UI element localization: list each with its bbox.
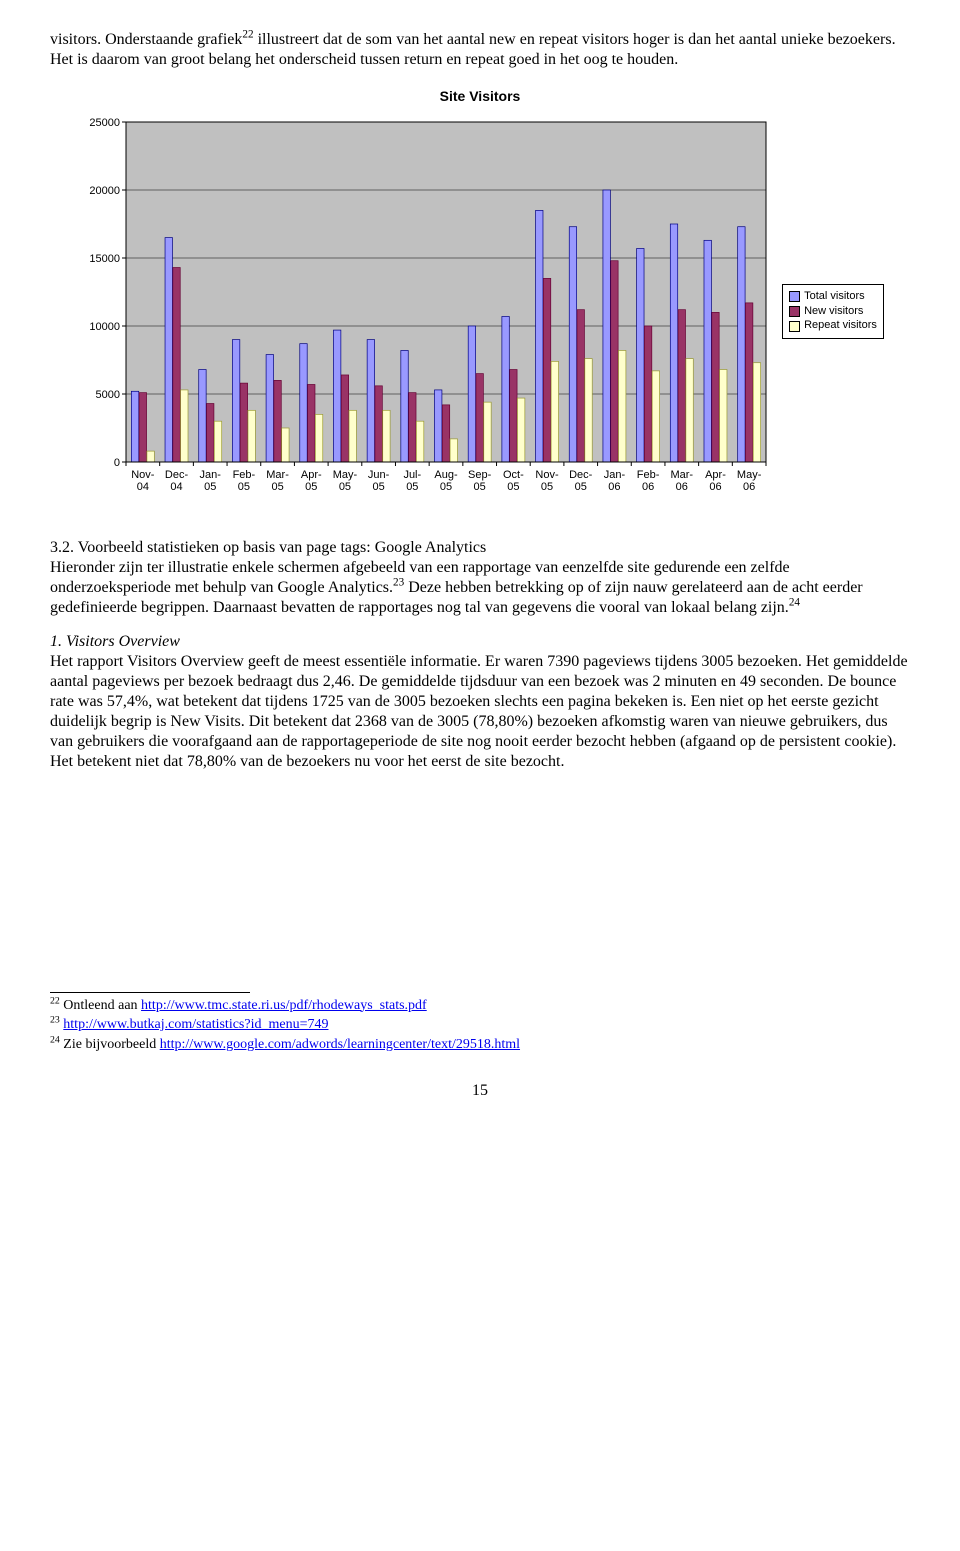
footnote-rule: [50, 992, 250, 993]
footnote-ref-24: 24: [789, 596, 800, 608]
svg-text:06: 06: [709, 481, 721, 493]
legend-swatch-new: [789, 306, 800, 317]
svg-text:Jul-: Jul-: [404, 469, 422, 481]
legend-item-new: New visitors: [789, 305, 877, 319]
footnote-24-link[interactable]: http://www.google.com/adwords/learningce…: [160, 1037, 520, 1052]
svg-text:05: 05: [204, 481, 216, 493]
svg-text:Aug-: Aug-: [434, 469, 458, 481]
svg-text:05: 05: [440, 481, 452, 493]
svg-text:Feb-: Feb-: [233, 469, 256, 481]
section-heading: 3.2. Voorbeeld statistieken op basis van…: [50, 539, 486, 556]
svg-text:Feb-: Feb-: [637, 469, 660, 481]
footnote-23: 23 http://www.butkaj.com/statistics?id_m…: [50, 1016, 910, 1034]
svg-text:Dec-: Dec-: [569, 469, 593, 481]
legend-swatch-repeat: [789, 321, 800, 332]
footnote-24: 24 Zie bijvoorbeeld http://www.google.co…: [50, 1036, 910, 1054]
svg-text:25000: 25000: [90, 117, 121, 129]
svg-text:05: 05: [575, 481, 587, 493]
footnote-22-link[interactable]: http://www.tmc.state.ri.us/pdf/rhodeways…: [141, 998, 427, 1013]
svg-text:10000: 10000: [90, 321, 121, 333]
footnote-num-22: 22: [50, 995, 60, 1006]
svg-text:06: 06: [608, 481, 620, 493]
legend-label-total: Total visitors: [804, 290, 865, 304]
svg-text:05: 05: [406, 481, 418, 493]
visitors-overview: 1. Visitors Overview Het rapport Visitor…: [50, 632, 910, 772]
footnote-22-pre: Ontleend aan: [63, 998, 141, 1013]
svg-text:Jan-: Jan-: [604, 469, 626, 481]
svg-text:05: 05: [507, 481, 519, 493]
chart-plot: 0500010000150002000025000Nov-04Dec-04Jan…: [76, 112, 776, 512]
svg-text:Nov-: Nov-: [536, 469, 560, 481]
svg-text:May-: May-: [737, 469, 762, 481]
legend-item-repeat: Repeat visitors: [789, 319, 877, 333]
svg-text:Nov-: Nov-: [131, 469, 155, 481]
svg-text:06: 06: [676, 481, 688, 493]
svg-text:05: 05: [238, 481, 250, 493]
chart-title: Site Visitors: [440, 88, 521, 106]
page-number: 15: [50, 1081, 910, 1101]
svg-text:5000: 5000: [96, 389, 120, 401]
svg-text:Apr-: Apr-: [301, 469, 322, 481]
svg-text:05: 05: [474, 481, 486, 493]
svg-text:Mar-: Mar-: [671, 469, 694, 481]
footnote-num-24: 24: [50, 1034, 60, 1045]
overview-title: 1. Visitors Overview: [50, 633, 180, 650]
svg-text:05: 05: [305, 481, 317, 493]
svg-text:05: 05: [373, 481, 385, 493]
legend-item-total: Total visitors: [789, 290, 877, 304]
overview-body: Het rapport Visitors Overview geeft de m…: [50, 653, 908, 770]
svg-text:06: 06: [743, 481, 755, 493]
chart-legend: Total visitors New visitors Repeat visit…: [782, 284, 884, 339]
intro-text-pre: visitors. Onderstaande grafiek: [50, 31, 242, 48]
svg-text:05: 05: [541, 481, 553, 493]
svg-text:15000: 15000: [90, 253, 121, 265]
svg-text:Apr-: Apr-: [705, 469, 726, 481]
svg-text:05: 05: [272, 481, 284, 493]
svg-text:May-: May-: [333, 469, 358, 481]
svg-text:Jun-: Jun-: [368, 469, 390, 481]
svg-text:Jan-: Jan-: [200, 469, 222, 481]
footnote-23-link[interactable]: http://www.butkaj.com/statistics?id_menu…: [63, 1017, 328, 1032]
footnote-22: 22 Ontleend aan http://www.tmc.state.ri.…: [50, 997, 910, 1015]
svg-text:Sep-: Sep-: [468, 469, 492, 481]
footnote-ref-23: 23: [393, 576, 404, 588]
svg-text:Oct-: Oct-: [503, 469, 524, 481]
svg-text:06: 06: [642, 481, 654, 493]
footnotes: 22 Ontleend aan http://www.tmc.state.ri.…: [50, 992, 910, 1054]
svg-text:04: 04: [137, 481, 149, 493]
section-3-2: 3.2. Voorbeeld statistieken op basis van…: [50, 538, 910, 618]
svg-text:Mar-: Mar-: [266, 469, 289, 481]
site-visitors-chart: Site Visitors 0 5000 10000 15000 20000 25000 N…: [50, 88, 910, 512]
footnote-ref-22: 22: [242, 29, 253, 41]
svg-text:0: 0: [114, 457, 120, 469]
footnote-24-pre: Zie bijvoorbeeld: [63, 1037, 159, 1052]
chart-row: 0500010000150002000025000Nov-04Dec-04Jan…: [76, 112, 884, 512]
svg-text:20000: 20000: [90, 185, 121, 197]
svg-text:05: 05: [339, 481, 351, 493]
svg-text:Dec-: Dec-: [165, 469, 189, 481]
legend-label-new: New visitors: [804, 305, 863, 319]
legend-label-repeat: Repeat visitors: [804, 319, 877, 333]
svg-text:04: 04: [171, 481, 183, 493]
intro-paragraph: visitors. Onderstaande grafiek22 illustr…: [50, 30, 910, 70]
legend-swatch-total: [789, 291, 800, 302]
footnote-num-23: 23: [50, 1014, 60, 1025]
